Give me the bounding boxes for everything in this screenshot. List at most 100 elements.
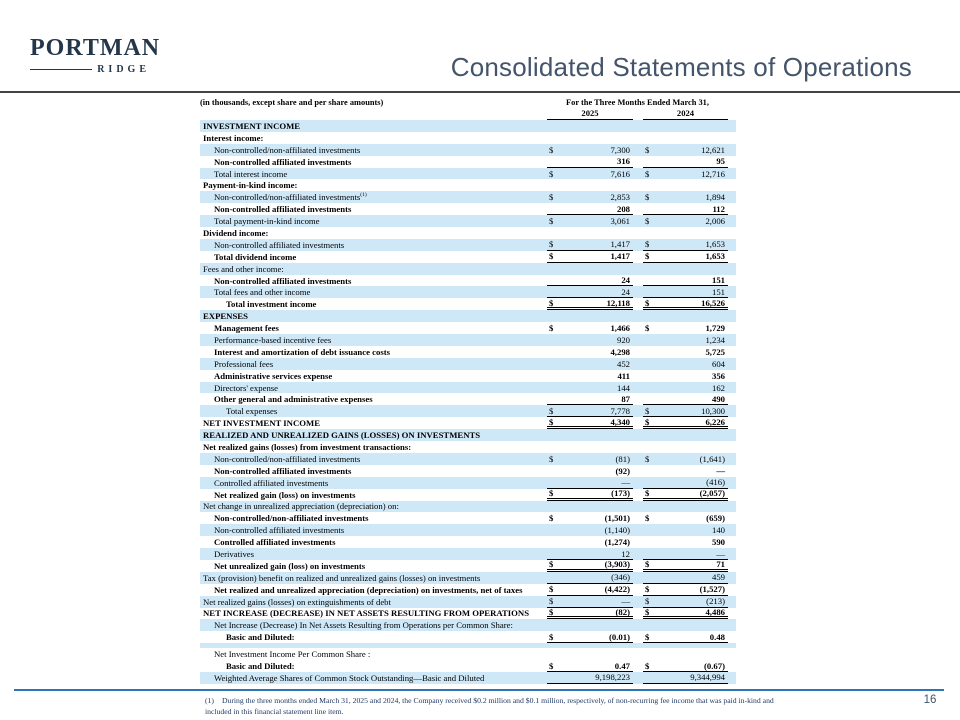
value-cell: $16,526 bbox=[643, 297, 728, 311]
cell-value: 16,526 bbox=[701, 297, 725, 308]
dollar-sign: $ bbox=[549, 168, 554, 179]
cell-value: 2,853 bbox=[610, 192, 630, 203]
column-gap bbox=[633, 572, 643, 584]
value-cell: (346) bbox=[547, 572, 633, 584]
cell-value: 1,653 bbox=[705, 239, 725, 250]
cell-value: 459 bbox=[711, 572, 725, 583]
cell-value: 0.47 bbox=[614, 660, 630, 671]
cell-value: 140 bbox=[711, 525, 725, 536]
row-label: Non-controlled affiliated investments bbox=[214, 239, 345, 250]
row-label: Total fees and other income bbox=[214, 287, 311, 298]
value-cell: $3,061 bbox=[547, 215, 633, 227]
value-cell: $ (1,501) bbox=[547, 512, 633, 524]
row-label: Total interest income bbox=[214, 168, 288, 179]
column-gap bbox=[633, 560, 643, 572]
value-cell: 144 bbox=[547, 382, 633, 394]
column-gap bbox=[633, 370, 643, 382]
logo-primary-text: PORTMAN bbox=[30, 35, 161, 61]
row-label: Basic and Diluted: bbox=[226, 632, 295, 643]
cell-value: — bbox=[716, 548, 725, 559]
row-label: REALIZED AND UNREALIZED GAINS (LOSSES) O… bbox=[203, 430, 481, 441]
value-cell bbox=[547, 179, 633, 191]
row-label: Total expenses bbox=[226, 406, 278, 417]
value-cell: 604 bbox=[643, 358, 728, 370]
value-cell: 459 bbox=[643, 572, 728, 584]
cell-value: 151 bbox=[711, 275, 725, 286]
table-header-row-1: (in thousands, except share and per shar… bbox=[200, 96, 736, 108]
dollar-sign: $ bbox=[645, 239, 650, 250]
column-gap bbox=[633, 453, 643, 465]
footer-divider bbox=[14, 689, 944, 691]
row-label: Controlled affiliated investments bbox=[214, 477, 329, 488]
value-cell: 162 bbox=[643, 382, 728, 394]
column-gap bbox=[633, 120, 643, 132]
value-cell: 4,298 bbox=[547, 346, 633, 358]
row-label: Weighted Average Shares of Common Stock … bbox=[214, 672, 485, 683]
value-cell: $1,417 bbox=[547, 251, 633, 263]
row-label: Fees and other income: bbox=[203, 263, 284, 274]
dollar-sign: $ bbox=[549, 559, 554, 570]
dollar-sign: $ bbox=[549, 297, 554, 308]
cell-value: — bbox=[716, 465, 725, 476]
cell-value: 4,298 bbox=[610, 346, 630, 357]
row-label: Non-controlled/non-affiliated investment… bbox=[214, 144, 361, 155]
cell-value: 9,198,223 bbox=[595, 672, 630, 683]
cell-value: 1,466 bbox=[610, 323, 630, 334]
column-gap bbox=[633, 524, 643, 536]
value-cell: $0.48 bbox=[643, 631, 728, 644]
table-row: Professional fees 452 604 bbox=[200, 357, 736, 370]
column-gap bbox=[633, 405, 643, 417]
cell-value: 1,417 bbox=[610, 239, 630, 250]
dollar-sign: $ bbox=[549, 405, 554, 416]
cell-value: 2,006 bbox=[705, 216, 725, 227]
value-cell: $1,653 bbox=[643, 251, 728, 263]
cell-value: 356 bbox=[711, 370, 725, 381]
value-cell bbox=[547, 132, 633, 144]
table-row: Net realized gain (loss) on investments $… bbox=[200, 488, 736, 501]
cell-value: — bbox=[621, 596, 630, 607]
column-gap bbox=[633, 132, 643, 144]
value-cell: $ (82) bbox=[547, 607, 633, 620]
spacer-row bbox=[200, 643, 736, 649]
cell-value: (0.67) bbox=[704, 660, 725, 671]
cell-value: 3,061 bbox=[610, 216, 630, 227]
value-cell: 5,725 bbox=[643, 346, 728, 358]
value-cell: $7,300 bbox=[547, 144, 633, 156]
value-cell: $1,729 bbox=[643, 322, 728, 334]
value-cell: 140 bbox=[643, 524, 728, 536]
dollar-sign: $ bbox=[645, 405, 650, 416]
cell-value: (1,140) bbox=[604, 525, 630, 536]
table-row: Net unrealized gain (loss) on investment… bbox=[200, 559, 736, 572]
table-row: Non-controlled affiliated investments (1,… bbox=[200, 524, 736, 537]
cell-value: 24 bbox=[621, 275, 630, 286]
value-cell: $1,466 bbox=[547, 322, 633, 334]
table-row: Payment-in-kind income: bbox=[200, 179, 736, 191]
table-row: REALIZED AND UNREALIZED GAINS (LOSSES) O… bbox=[200, 429, 736, 442]
table-row: Interest and amortization of debt issuan… bbox=[200, 346, 736, 358]
dollar-sign: $ bbox=[549, 596, 554, 607]
dollar-sign: $ bbox=[645, 606, 650, 617]
value-cell: 24 bbox=[547, 286, 633, 299]
value-cell: $12,118 bbox=[547, 297, 633, 311]
row-label: Basic and Diluted: bbox=[226, 661, 295, 672]
column-gap bbox=[633, 393, 643, 405]
dollar-sign: $ bbox=[645, 513, 650, 524]
value-cell: $10,300 bbox=[643, 405, 728, 418]
table-row: Management fees $1,466 $1,729 bbox=[200, 322, 736, 334]
cell-value: (1,274) bbox=[604, 537, 630, 548]
value-cell: 920 bbox=[547, 334, 633, 346]
dollar-sign: $ bbox=[645, 297, 650, 308]
cell-value: 590 bbox=[711, 537, 725, 548]
logo-secondary-row: RIDGE bbox=[30, 64, 150, 75]
dollar-sign: $ bbox=[549, 144, 554, 155]
value-cell: (1,140) bbox=[547, 524, 633, 536]
cell-value: 1,417 bbox=[610, 251, 630, 262]
row-label: Non-controlled affiliated investments bbox=[214, 156, 352, 167]
column-gap bbox=[633, 168, 643, 180]
value-cell bbox=[643, 120, 728, 132]
table-row: Non-controlled affiliated investments $1,… bbox=[200, 238, 736, 251]
dollar-sign: $ bbox=[549, 251, 554, 262]
value-cell: $ (173) bbox=[547, 488, 633, 501]
table-row: EXPENSES bbox=[200, 310, 736, 323]
